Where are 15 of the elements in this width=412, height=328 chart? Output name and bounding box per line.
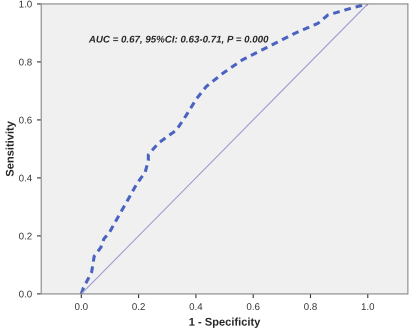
y-axis-title: Sensitivity: [6, 121, 16, 176]
x-tick-label: 0.8: [304, 303, 317, 310]
x-tick-label: 0.2: [132, 303, 145, 310]
y-tick-label: 0.6: [19, 116, 32, 124]
y-tick-label: 0.2: [19, 232, 32, 240]
y-tick-label: 0.4: [19, 174, 32, 182]
x-tick-label: 1.0: [362, 303, 374, 310]
x-tick-label: 0.0: [74, 303, 88, 310]
y-tick-label: 0.0: [19, 290, 32, 298]
x-tick-label: 0.4: [190, 303, 202, 310]
y-tick-label: 0.8: [19, 58, 32, 66]
annotation: AUC = 0.67, 95%CI: 0.63-0.71, P = 0.000: [88, 36, 268, 44]
y-tick-label: 1.0: [19, 0, 32, 8]
x-tick-label: 0.6: [246, 303, 260, 310]
x-axis-title: 1 - Specificity: [189, 318, 260, 328]
